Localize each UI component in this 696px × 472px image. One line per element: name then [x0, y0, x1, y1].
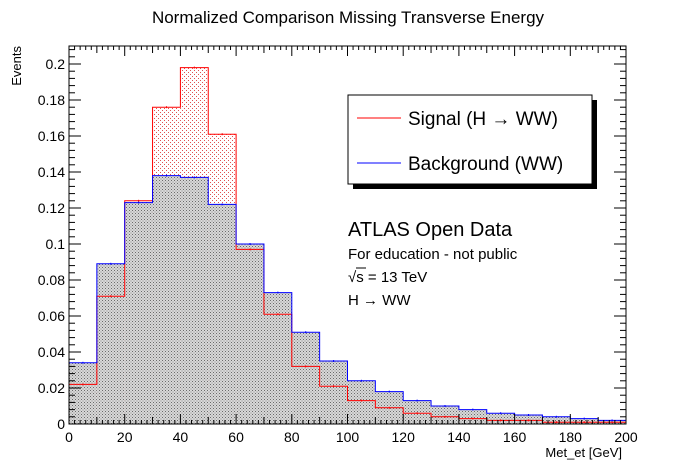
- background-bar: [486, 413, 515, 424]
- x-tick-label: 40: [173, 429, 189, 445]
- x-tick-label: 180: [559, 429, 583, 445]
- y-tick-label: 0.02: [38, 380, 65, 396]
- y-tick-label: 0.2: [46, 56, 66, 72]
- legend-box: [347, 94, 593, 185]
- legend-background-label: Background (WW): [408, 154, 563, 175]
- x-axis: 0 20 40 60 80 100 120 140 160 180 200: [65, 46, 638, 445]
- atlas-label: ATLAS Open Data: [348, 219, 513, 241]
- y-tick-label: 0.06: [38, 308, 65, 324]
- y-tick-label: 0.16: [38, 128, 65, 144]
- y-tick-label: 0.14: [38, 164, 65, 180]
- x-tick-label: 140: [447, 429, 471, 445]
- y-tick-label: 0.04: [38, 344, 65, 360]
- legend-signal-label: Signal (H → WW): [408, 109, 558, 130]
- x-tick-label: 160: [503, 429, 527, 445]
- background-outline: [68, 174, 627, 424]
- background-bar: [180, 177, 209, 424]
- background-bar: [152, 175, 181, 424]
- y-tick-label: 0.1: [46, 236, 66, 252]
- background-step-line: [68, 175, 627, 424]
- energy-label: √s = 13 TeV: [348, 269, 427, 286]
- y-axis: 0 0.02 0.04 0.06 0.08 0.1 0.12 0.14 0.16 0.18 0.2: [38, 49, 626, 432]
- process-label: H → WW: [348, 292, 411, 309]
- x-tick-label: 100: [336, 429, 360, 445]
- x-axis-title: Met_et [GeV]: [545, 445, 622, 460]
- background-bar: [208, 204, 237, 424]
- legend: Signal (H → WW) Background (WW): [347, 94, 597, 189]
- x-tick-label: 20: [117, 429, 133, 445]
- education-label: For education - not public: [348, 246, 518, 263]
- x-tick-label: 0: [65, 429, 73, 445]
- x-tick-label: 200: [614, 429, 638, 445]
- annotation-block: ATLAS Open Data For education - not publ…: [348, 219, 518, 309]
- background-bar: [236, 244, 264, 424]
- y-tick-label: 0: [57, 416, 65, 432]
- background-bar: [124, 202, 153, 424]
- background-bar: [542, 416, 571, 424]
- x-tick-label: 80: [284, 429, 300, 445]
- background-bar: [347, 380, 376, 424]
- x-tick-label: 120: [392, 429, 416, 445]
- background-bar: [319, 361, 348, 424]
- background-bar: [431, 406, 459, 424]
- y-tick-label: 0.12: [38, 200, 65, 216]
- y-axis-title: Events: [9, 46, 24, 86]
- y-tick-label: 0.18: [38, 92, 65, 108]
- signal-outline: [68, 66, 627, 424]
- background-bar: [69, 362, 97, 424]
- background-bar: [458, 409, 487, 424]
- background-bar: [96, 263, 125, 424]
- signal-step-line: [68, 67, 627, 424]
- background-bar: [263, 292, 292, 424]
- x-tick-label: 60: [228, 429, 244, 445]
- chart-title: Normalized Comparison Missing Transverse…: [152, 8, 545, 27]
- background-bar: [291, 332, 320, 424]
- y-tick-label: 0.08: [38, 272, 65, 288]
- background-series: [69, 175, 626, 424]
